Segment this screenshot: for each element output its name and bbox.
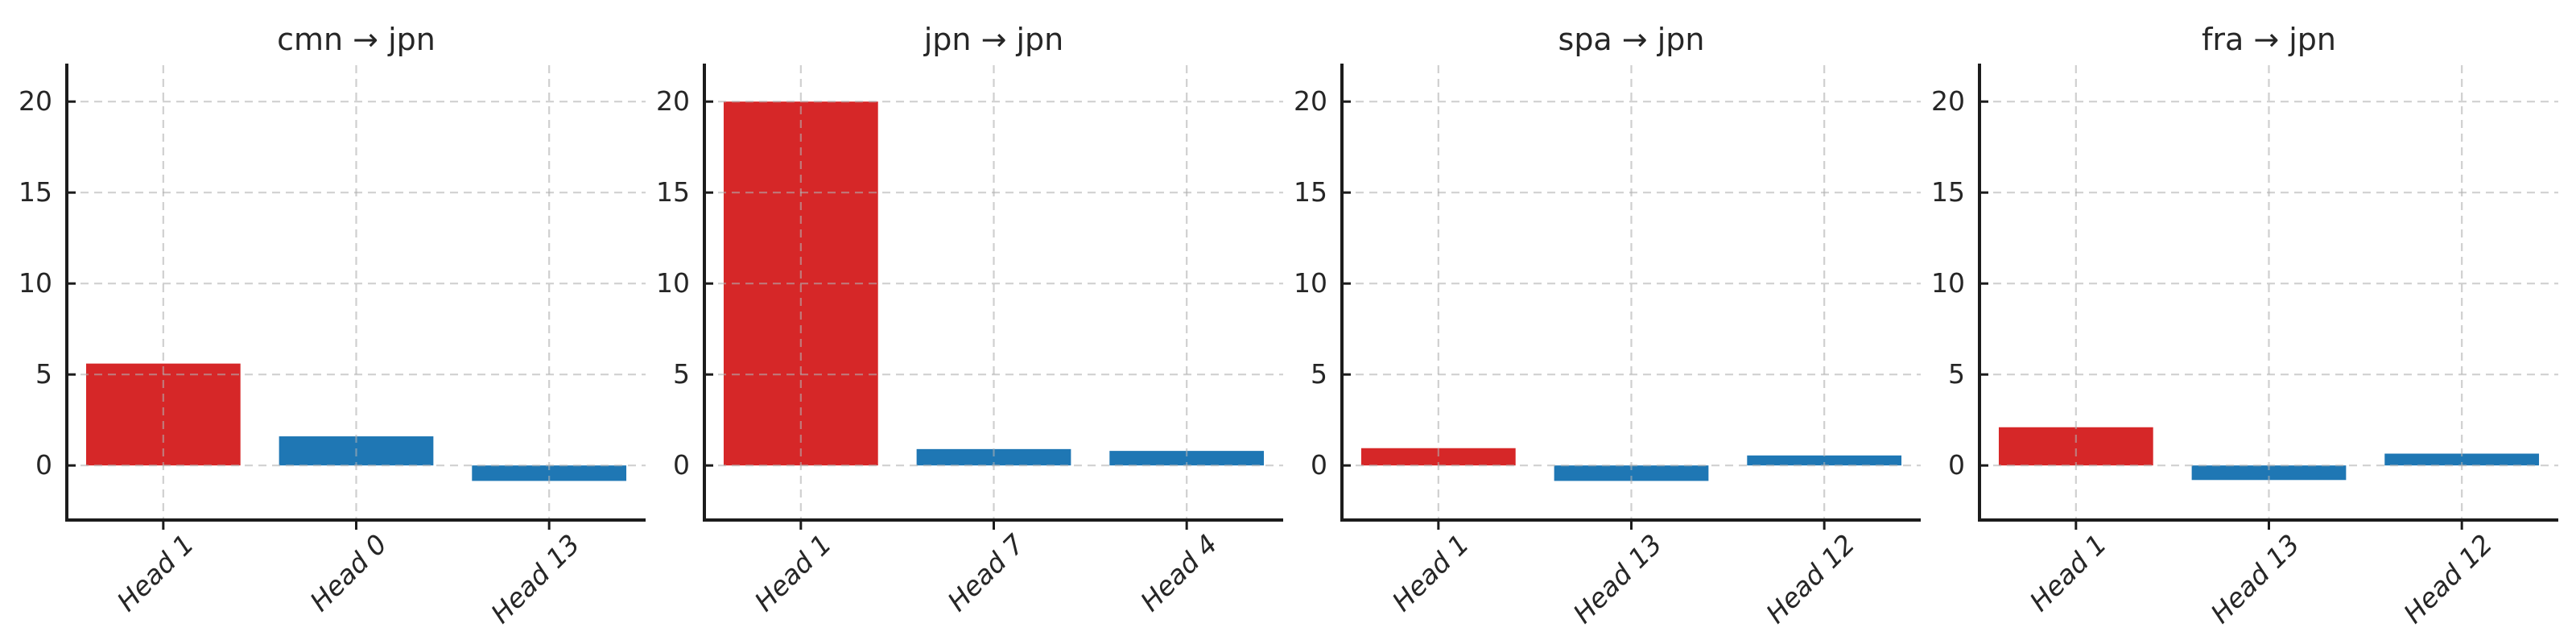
y-tick-label: 0 [673, 449, 690, 481]
bar-head-7 [916, 448, 1071, 466]
y-tick-label: 15 [656, 176, 690, 208]
x-tick-label: Head 12 [2397, 528, 2499, 630]
y-tick-label: 20 [1294, 85, 1327, 117]
y-tick-label: 10 [1931, 267, 1965, 299]
subplot-jpn-jpn: 0 5 10 15 20 Head 1 Head 7 Head 4 jpn → jpn [656, 22, 1283, 617]
x-tick-label: Head 1 [111, 528, 200, 617]
subplot-title: jpn → jpn [923, 22, 1064, 57]
y-tick-label: 10 [1294, 267, 1327, 299]
x-tick-label: Head 0 [303, 528, 393, 617]
subplot-title: cmn → jpn [277, 22, 436, 57]
y-tick-label: 0 [1948, 449, 1965, 481]
y-tick-label: 10 [656, 267, 690, 299]
x-tick-label: Head 7 [941, 528, 1030, 617]
x-tick-label: Head 1 [1386, 528, 1476, 617]
x-tick-label: Head 13 [1567, 528, 1668, 630]
x-tick-label: Head 1 [2024, 528, 2113, 617]
y-tick-label: 20 [1931, 85, 1965, 117]
bar-head-12 [2384, 453, 2540, 466]
y-tick-label: 5 [35, 358, 52, 390]
bar-head-1 [1360, 448, 1516, 466]
y-tick-label: 15 [1294, 176, 1327, 208]
bar-head-12 [1747, 455, 1902, 466]
x-tick-label: Head 4 [1134, 528, 1224, 617]
y-tick-label: 20 [656, 85, 690, 117]
bar-head-13 [1554, 465, 1709, 481]
bar-head-1 [1998, 427, 2153, 466]
y-tick-label: 0 [35, 449, 52, 481]
subplot-spa-jpn: 0 5 10 15 20 Head 1 Head 13 Head 12 spa → jpn [1294, 22, 1921, 630]
x-tick-label: Head 13 [2204, 528, 2306, 630]
bar-head-4 [1109, 451, 1265, 466]
subplot-cmn-jpn: 0 5 10 15 20 Head 1 Head 0 Head 13 cmn → jpn [19, 22, 646, 630]
y-tick-label: 10 [19, 267, 52, 299]
y-tick-label: 5 [673, 358, 690, 390]
bar-head-13 [472, 465, 627, 481]
subplot-title: spa → jpn [1558, 22, 1705, 57]
x-tick-label: Head 12 [1760, 528, 1861, 630]
y-tick-label: 0 [1311, 449, 1327, 481]
y-tick-label: 5 [1311, 358, 1327, 390]
x-tick-label: Head 1 [749, 528, 838, 617]
y-tick-label: 20 [19, 85, 52, 117]
y-tick-label: 15 [19, 176, 52, 208]
subplot-title: fra → jpn [2202, 22, 2336, 57]
x-tick-label: Head 13 [485, 528, 586, 630]
y-tick-label: 5 [1948, 358, 1965, 390]
bar-head-13 [2191, 465, 2347, 481]
y-tick-label: 15 [1931, 176, 1965, 208]
subplot-fra-jpn: 0 5 10 15 20 Head 1 Head 13 Head 12 fra → jpn [1931, 22, 2558, 630]
